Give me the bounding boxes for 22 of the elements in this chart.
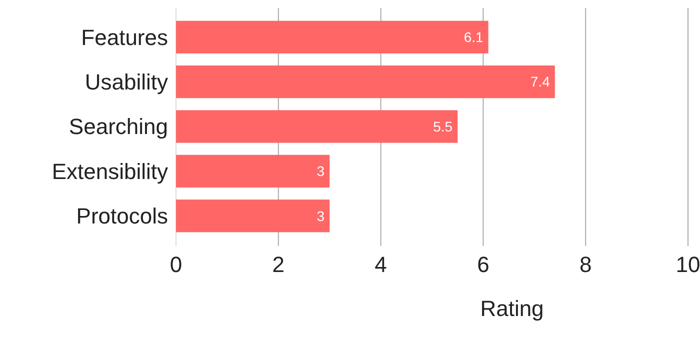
y-tick-label: Features	[81, 24, 168, 50]
x-tick-label: 2	[272, 252, 285, 277]
data-label: 5.5	[433, 118, 453, 134]
x-axis-title: Rating	[480, 296, 544, 321]
data-label: 6.1	[464, 29, 484, 46]
data-label: 7.4	[530, 74, 550, 90]
x-tick-label: 4	[374, 252, 387, 277]
x-tick-label: 0	[170, 252, 182, 277]
x-tick-label: 6	[477, 252, 490, 277]
bar	[176, 20, 488, 54]
y-tick-label: Protocols	[76, 204, 168, 229]
bar	[176, 200, 330, 232]
bar	[176, 154, 330, 188]
data-label: 3	[316, 208, 325, 224]
data-label: 3	[316, 163, 325, 180]
y-tick-label: Searching	[68, 114, 168, 140]
bar	[176, 66, 555, 98]
bar	[176, 110, 458, 143]
x-tick-label: 10	[676, 252, 700, 277]
y-tick-label: Usability	[84, 70, 168, 95]
x-tick-label: 8	[579, 252, 592, 277]
y-tick-label: Extensibility	[52, 158, 168, 184]
